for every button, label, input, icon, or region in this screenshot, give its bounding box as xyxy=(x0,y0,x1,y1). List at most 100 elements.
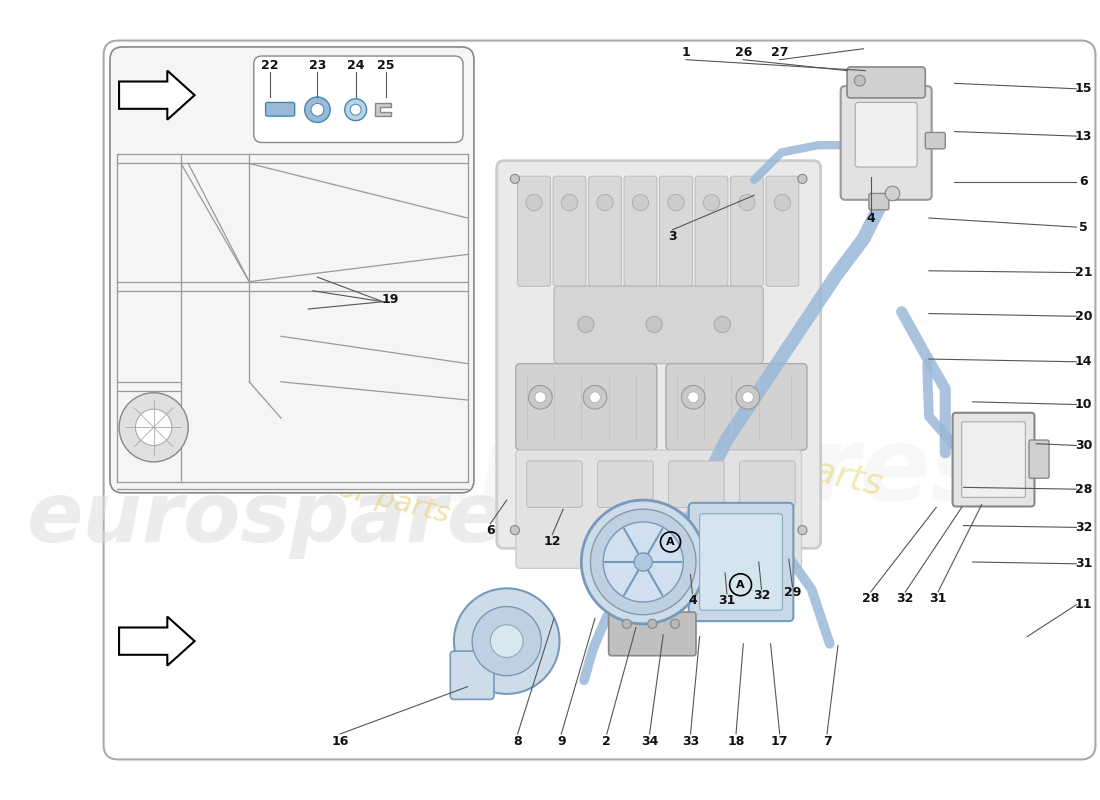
FancyBboxPatch shape xyxy=(497,161,821,548)
FancyBboxPatch shape xyxy=(516,450,802,568)
Text: a passion for parts: a passion for parts xyxy=(550,398,887,502)
Text: 19: 19 xyxy=(382,294,399,306)
Circle shape xyxy=(798,526,807,534)
Circle shape xyxy=(603,522,683,602)
Text: 8: 8 xyxy=(514,734,521,748)
FancyBboxPatch shape xyxy=(527,461,582,507)
Text: 16: 16 xyxy=(331,734,349,748)
Text: 30: 30 xyxy=(1075,439,1092,452)
Text: 14: 14 xyxy=(1075,355,1092,368)
Circle shape xyxy=(886,186,900,201)
Text: 7: 7 xyxy=(823,734,832,748)
Text: 5: 5 xyxy=(1079,221,1088,234)
Circle shape xyxy=(510,174,519,183)
Text: 10: 10 xyxy=(1075,398,1092,411)
FancyBboxPatch shape xyxy=(666,364,807,450)
Text: 31: 31 xyxy=(1075,558,1092,570)
Circle shape xyxy=(774,194,791,210)
FancyBboxPatch shape xyxy=(739,461,795,507)
Circle shape xyxy=(736,386,760,409)
Text: eurospares: eurospares xyxy=(334,422,992,523)
Polygon shape xyxy=(119,617,195,666)
Text: 32: 32 xyxy=(1075,521,1092,534)
FancyBboxPatch shape xyxy=(660,176,692,286)
Circle shape xyxy=(632,194,649,210)
Circle shape xyxy=(742,392,754,402)
FancyBboxPatch shape xyxy=(730,176,763,286)
FancyBboxPatch shape xyxy=(265,102,295,116)
Circle shape xyxy=(703,194,719,210)
Circle shape xyxy=(688,392,698,402)
Text: 24: 24 xyxy=(346,58,364,72)
FancyBboxPatch shape xyxy=(869,194,889,210)
Text: 15: 15 xyxy=(1075,82,1092,95)
FancyBboxPatch shape xyxy=(840,86,932,200)
Circle shape xyxy=(590,392,601,402)
FancyBboxPatch shape xyxy=(700,514,782,610)
Circle shape xyxy=(454,588,560,694)
Text: A: A xyxy=(667,537,674,547)
Circle shape xyxy=(305,97,330,122)
Text: 20: 20 xyxy=(1075,310,1092,322)
Text: 29: 29 xyxy=(783,586,801,599)
Circle shape xyxy=(646,316,662,333)
Circle shape xyxy=(634,553,652,571)
Text: 34: 34 xyxy=(641,734,658,748)
Text: 28: 28 xyxy=(1075,482,1092,496)
FancyBboxPatch shape xyxy=(254,56,463,142)
Text: 21: 21 xyxy=(1075,266,1092,279)
FancyBboxPatch shape xyxy=(961,422,1025,498)
Text: A: A xyxy=(736,580,745,590)
Text: 3: 3 xyxy=(668,230,676,242)
Text: 17: 17 xyxy=(771,734,789,748)
FancyBboxPatch shape xyxy=(553,176,586,286)
Circle shape xyxy=(472,606,541,676)
Circle shape xyxy=(491,625,524,658)
Circle shape xyxy=(135,409,172,446)
Circle shape xyxy=(350,104,361,115)
Circle shape xyxy=(855,75,866,86)
Text: 13: 13 xyxy=(1075,130,1092,142)
Circle shape xyxy=(739,194,755,210)
FancyBboxPatch shape xyxy=(766,176,799,286)
Text: 31: 31 xyxy=(930,592,947,605)
FancyBboxPatch shape xyxy=(554,286,763,364)
Text: 1: 1 xyxy=(682,46,691,59)
Circle shape xyxy=(668,194,684,210)
Circle shape xyxy=(578,316,594,333)
Circle shape xyxy=(681,386,705,409)
Text: 25: 25 xyxy=(377,58,395,72)
FancyBboxPatch shape xyxy=(624,176,657,286)
FancyBboxPatch shape xyxy=(855,102,917,167)
Circle shape xyxy=(623,619,631,628)
Text: eurospares: eurospares xyxy=(26,478,553,558)
FancyBboxPatch shape xyxy=(689,503,793,621)
Text: 26: 26 xyxy=(735,46,752,59)
FancyBboxPatch shape xyxy=(847,67,925,98)
Text: 11: 11 xyxy=(1075,598,1092,611)
Text: 12: 12 xyxy=(543,534,561,547)
Text: 6: 6 xyxy=(486,524,495,537)
FancyBboxPatch shape xyxy=(597,461,653,507)
Text: 28: 28 xyxy=(862,592,879,605)
Circle shape xyxy=(344,99,366,121)
Circle shape xyxy=(561,194,578,210)
Text: 6: 6 xyxy=(1079,175,1088,188)
Text: 32: 32 xyxy=(896,592,914,605)
Circle shape xyxy=(535,392,546,402)
Circle shape xyxy=(648,619,657,628)
FancyBboxPatch shape xyxy=(1028,440,1049,478)
Circle shape xyxy=(528,386,552,409)
Circle shape xyxy=(714,316,730,333)
FancyBboxPatch shape xyxy=(669,461,724,507)
FancyBboxPatch shape xyxy=(608,612,696,656)
Text: 4: 4 xyxy=(688,594,696,606)
Text: 18: 18 xyxy=(727,734,745,748)
Circle shape xyxy=(311,103,323,116)
Text: a passion for parts: a passion for parts xyxy=(183,435,453,528)
FancyBboxPatch shape xyxy=(516,364,657,450)
Text: 9: 9 xyxy=(557,734,565,748)
Circle shape xyxy=(119,393,188,462)
FancyBboxPatch shape xyxy=(110,47,474,493)
FancyBboxPatch shape xyxy=(695,176,728,286)
